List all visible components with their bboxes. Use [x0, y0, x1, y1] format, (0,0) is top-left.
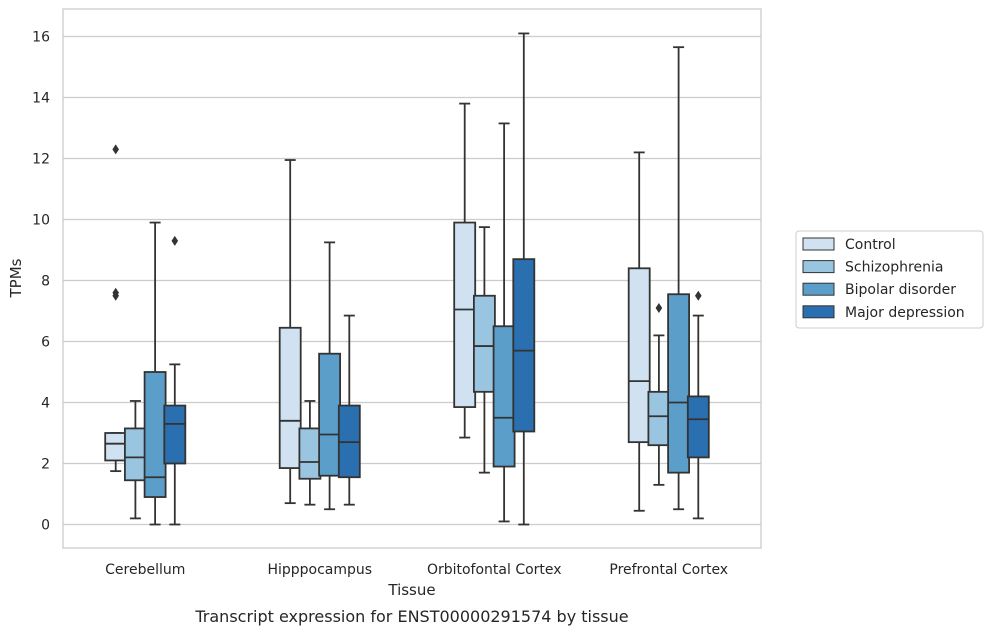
- x-axis-label: Tissue: [387, 581, 435, 599]
- y-tick-labels: 0 2 4 6 8 10 12 14 16: [32, 30, 50, 534]
- box-iqr: [627, 267, 651, 444]
- box-iqr: [124, 427, 147, 482]
- box-control: [104, 144, 128, 473]
- y-tick-label: 14: [32, 91, 50, 107]
- box-control: [453, 102, 477, 439]
- y-tick-label: 2: [41, 457, 50, 473]
- legend-label: Schizophrenia: [845, 260, 943, 276]
- outlier-point: [171, 235, 179, 246]
- box-iqr: [163, 404, 187, 465]
- y-tick-label: 0: [41, 518, 50, 534]
- x-tick-labels: Cerebellum Hipppocampus Orbitofontal Corte…: [105, 562, 728, 578]
- x-tick-label: Prefrontal Cortex: [609, 562, 728, 578]
- box-major-depression: [163, 235, 187, 526]
- box-iqr: [104, 432, 128, 462]
- box-schizophrenia: [124, 400, 147, 520]
- outlier-point: [112, 290, 119, 301]
- box-major-depression: [512, 32, 536, 526]
- chart-caption: Transcript expression for ENST0000029157…: [194, 607, 628, 626]
- legend: Control Schizophrenia Bipolar disorder Majo…: [795, 230, 984, 329]
- box-bipolar-disorder: [143, 221, 167, 526]
- box-iqr: [143, 371, 167, 498]
- box-iqr: [492, 325, 516, 468]
- box-iqr: [686, 395, 710, 459]
- box-iqr: [318, 352, 342, 477]
- legend-swatch: [802, 282, 835, 296]
- box-iqr: [298, 427, 322, 480]
- box-iqr: [472, 294, 496, 393]
- legend-frame: [795, 230, 984, 329]
- box-schizophrenia: [298, 400, 322, 506]
- x-tick-label: Hipppocampus: [267, 562, 372, 578]
- legend-swatch: [802, 305, 835, 319]
- box-bipolar-disorder: [667, 46, 690, 511]
- box-control: [278, 159, 302, 505]
- legend-label: Bipolar disorder: [845, 282, 956, 298]
- legend-swatch: [802, 237, 835, 251]
- legend-label: Major depression: [845, 305, 965, 321]
- outlier-point: [655, 302, 663, 313]
- box-iqr: [647, 390, 671, 447]
- box-series: [104, 32, 710, 526]
- plot-frame: [62, 8, 762, 549]
- y-axis-label: TPMs: [7, 258, 25, 298]
- y-tick-label: 8: [41, 274, 50, 290]
- box-iqr: [278, 326, 302, 469]
- y-tick-label: 6: [41, 335, 50, 351]
- x-tick-label: Orbitofontal Cortex: [427, 562, 562, 578]
- box-iqr: [512, 258, 536, 433]
- legend-label: Control: [845, 237, 896, 253]
- box-major-depression: [686, 290, 710, 520]
- y-tick-label: 12: [32, 152, 50, 168]
- box-bipolar-disorder: [318, 241, 342, 511]
- y-tick-label: 4: [41, 396, 50, 412]
- legend-swatch: [802, 260, 835, 274]
- box-schizophrenia: [472, 226, 496, 474]
- outlier-point: [695, 290, 702, 301]
- box-iqr: [453, 221, 477, 408]
- box-control: [627, 151, 651, 512]
- box-major-depression: [337, 314, 361, 506]
- x-tick-label: Cerebellum: [105, 562, 185, 578]
- y-tick-label: 16: [32, 30, 50, 46]
- outlier-point: [112, 144, 119, 155]
- y-tick-label: 10: [32, 213, 50, 229]
- box-schizophrenia: [647, 302, 671, 486]
- box-iqr: [667, 293, 690, 474]
- box-bipolar-disorder: [492, 122, 516, 523]
